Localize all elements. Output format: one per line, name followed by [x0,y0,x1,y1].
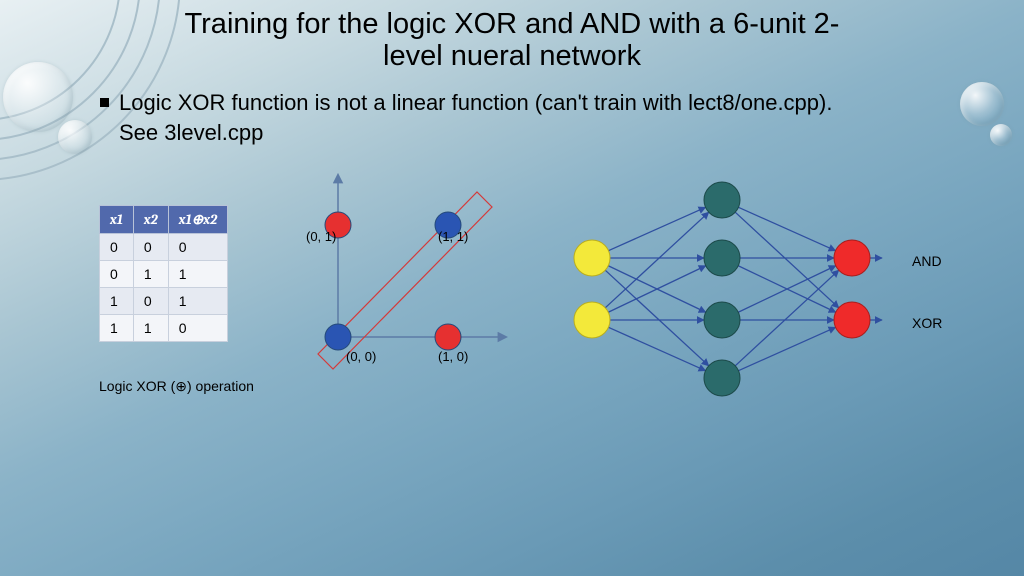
bubble [58,120,92,154]
table-cell: 0 [100,261,134,288]
title-line-2: level nueral network [383,40,641,72]
table-cell: 1 [100,288,134,315]
page-title: Training for the logic XOR and AND with … [0,8,1024,73]
nn-edge [735,270,839,366]
bubble [990,124,1012,146]
xor-table-caption: Logic XOR (⊕) operation [99,378,254,395]
bullet-item: Logic XOR function is not a linear funct… [100,88,860,147]
table-header: x2 [133,206,168,234]
table-row: 110 [100,315,228,342]
table-cell: 1 [100,315,134,342]
point-label: (1, 1) [438,229,468,244]
title-line-1: Training for the logic XOR and AND with … [185,8,840,40]
point-label: (0, 0) [346,349,376,364]
nn-node [834,240,870,276]
point-label: (0, 1) [306,229,336,244]
nn-node [574,240,610,276]
point-label: (1, 0) [438,349,468,364]
nn-edge [735,212,839,308]
xor-scatter-plot: (0, 0) (1, 0) (0, 1) (1, 1) [288,165,518,375]
table-header: x1 [100,206,134,234]
nn-node [704,360,740,396]
bullet-text: Logic XOR function is not a linear funct… [119,88,860,147]
table-cell: 1 [168,261,227,288]
table-cell: 0 [133,288,168,315]
nn-node [574,302,610,338]
nn-node [704,302,740,338]
table-cell: 0 [168,315,227,342]
table-cell: 1 [168,288,227,315]
nn-node [704,240,740,276]
bullet-marker [100,98,109,107]
nn-node [704,182,740,218]
scatter-point [435,324,461,350]
table-header: x1⊕x2 [168,206,227,234]
output-label: XOR [912,315,942,331]
table-cell: 0 [133,234,168,261]
xor-truth-table: x1x2x1⊕x2 000011101110 [99,205,228,342]
bubble [960,82,1004,126]
nn-edge [605,270,709,366]
table-cell: 0 [100,234,134,261]
neural-network-diagram [552,170,952,400]
nn-node [834,302,870,338]
table-cell: 1 [133,315,168,342]
table-row: 000 [100,234,228,261]
output-label: AND [912,253,942,269]
table-cell: 0 [168,234,227,261]
nn-edge [605,212,709,308]
table-cell: 1 [133,261,168,288]
scatter-point [325,324,351,350]
table-row: 101 [100,288,228,315]
table-row: 011 [100,261,228,288]
